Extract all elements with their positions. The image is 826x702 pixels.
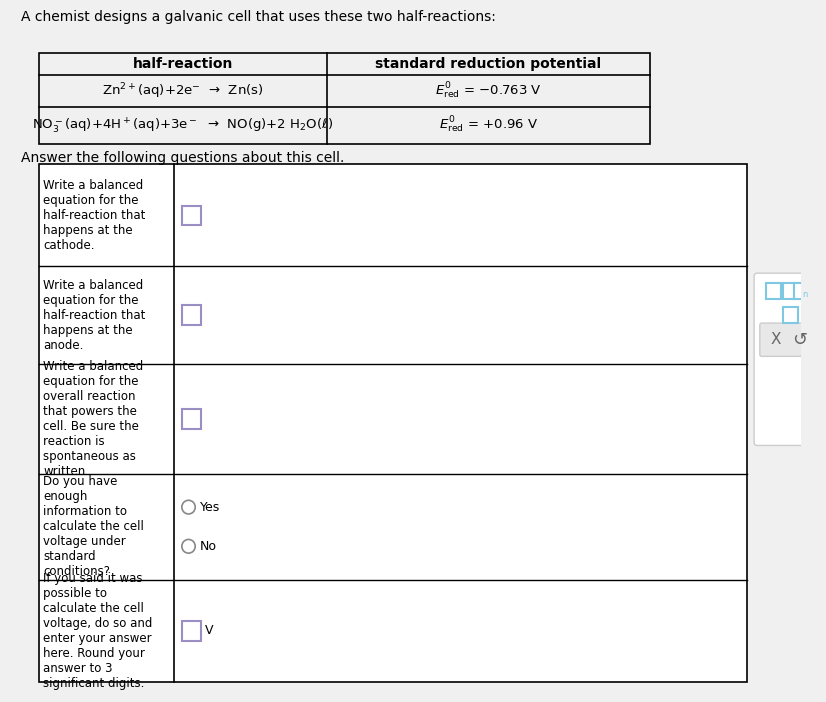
FancyBboxPatch shape	[39, 266, 748, 364]
Text: ↺: ↺	[792, 331, 808, 349]
Text: Do you have
enough
information to
calculate the cell
voltage under
standard
cond: Do you have enough information to calcul…	[43, 475, 145, 578]
FancyBboxPatch shape	[795, 283, 809, 298]
Text: No: No	[200, 540, 217, 552]
Text: $E^0_{\mathrm{red}}$ = +0.96 V: $E^0_{\mathrm{red}}$ = +0.96 V	[439, 115, 539, 135]
Text: ∞: ∞	[790, 314, 797, 324]
Text: If you said it was
possible to
calculate the cell
voltage, do so and
enter your : If you said it was possible to calculate…	[43, 572, 153, 690]
FancyBboxPatch shape	[39, 580, 748, 682]
Text: Write a balanced
equation for the
overall reaction
that powers the
cell. Be sure: Write a balanced equation for the overal…	[43, 360, 144, 478]
Text: Write a balanced
equation for the
half-reaction that
happens at the
anode.: Write a balanced equation for the half-r…	[43, 279, 145, 352]
FancyBboxPatch shape	[182, 305, 201, 325]
FancyBboxPatch shape	[182, 621, 201, 641]
Text: NO$_3^-$(aq)+4H$^+$(aq)+3e$^-$  →  NO(g)+2 H$_2$O(ℓ): NO$_3^-$(aq)+4H$^+$(aq)+3e$^-$ → NO(g)+2…	[32, 116, 334, 135]
FancyBboxPatch shape	[39, 474, 748, 580]
FancyBboxPatch shape	[182, 206, 201, 225]
Text: $e^-$: $e^-$	[763, 308, 783, 322]
FancyBboxPatch shape	[39, 364, 748, 474]
Text: half-reaction: half-reaction	[133, 57, 233, 71]
Text: $E^0_{\mathrm{red}}$ = −0.763 V: $E^0_{\mathrm{red}}$ = −0.763 V	[435, 81, 542, 101]
Text: standard reduction potential: standard reduction potential	[376, 57, 601, 71]
Text: A chemist designs a galvanic cell that uses these two half-reactions:: A chemist designs a galvanic cell that u…	[21, 10, 496, 24]
FancyBboxPatch shape	[766, 283, 781, 298]
Text: Write a balanced
equation for the
half-reaction that
happens at the
cathode.: Write a balanced equation for the half-r…	[43, 179, 145, 252]
FancyBboxPatch shape	[754, 273, 804, 446]
Text: n: n	[802, 290, 807, 299]
Text: Answer the following questions about this cell.: Answer the following questions about thi…	[21, 151, 344, 165]
Text: Yes: Yes	[200, 501, 221, 514]
FancyBboxPatch shape	[39, 164, 748, 266]
FancyBboxPatch shape	[182, 409, 201, 429]
Text: X: X	[771, 332, 781, 347]
Text: Zn$^{2+}$(aq)+2e$^{-}$  →  Zn(s): Zn$^{2+}$(aq)+2e$^{-}$ → Zn(s)	[102, 81, 263, 101]
FancyBboxPatch shape	[783, 283, 798, 298]
FancyBboxPatch shape	[783, 307, 798, 323]
FancyBboxPatch shape	[760, 323, 811, 357]
Text: V: V	[205, 625, 213, 637]
FancyBboxPatch shape	[818, 283, 826, 298]
